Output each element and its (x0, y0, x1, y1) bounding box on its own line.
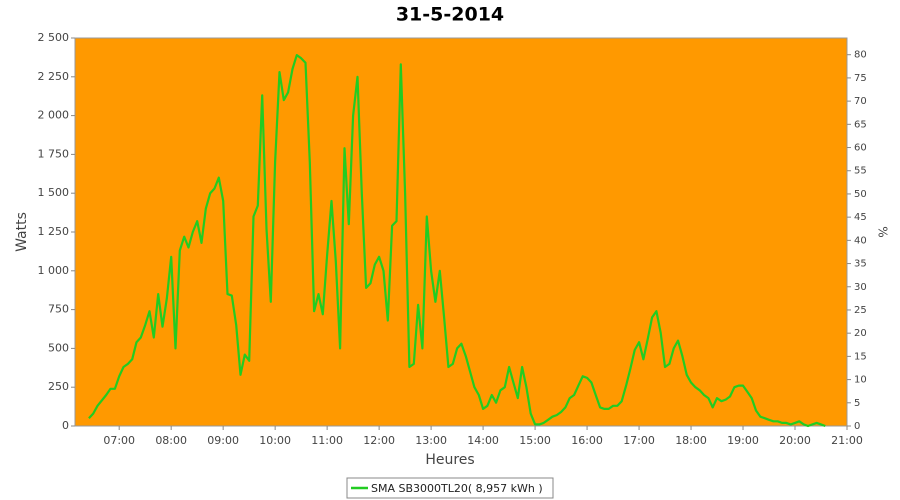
y-tick-label: 1 250 (38, 225, 70, 238)
y2-axis-label: % (876, 226, 890, 237)
x-tick-label: 19:00 (727, 434, 759, 447)
x-tick-label: 20:00 (779, 434, 811, 447)
y2-tick-label: 35 (854, 259, 867, 270)
y2-tick-label: 50 (854, 189, 867, 200)
legend-box (346, 477, 554, 499)
y-tick-label: 1 000 (38, 264, 70, 277)
x-tick-label: 12:00 (363, 434, 395, 447)
y2-tick-label: 55 (854, 166, 867, 177)
y-tick-label: 250 (48, 380, 69, 393)
x-tick-label: 09:00 (207, 434, 239, 447)
legend-label: SMA SB3000TL20( 8,957 kWh ) (371, 482, 543, 495)
y2-tick-label: 65 (854, 119, 867, 130)
y2-tick-label: 40 (854, 235, 867, 246)
y2-tick-label: 45 (854, 212, 867, 223)
y-tick-label: 2 250 (38, 70, 70, 83)
y-axis-label: Watts (14, 212, 30, 252)
y2-tick-label: 70 (854, 96, 867, 107)
y2-tick-label: 0 (854, 421, 860, 432)
x-tick-label: 10:00 (259, 434, 291, 447)
y2-tick-label: 5 (854, 398, 860, 409)
x-tick-label: 16:00 (571, 434, 603, 447)
y-tick-label: 750 (48, 303, 69, 316)
y-tick-label: 0 (62, 419, 69, 432)
x-tick-label: 07:00 (103, 434, 135, 447)
x-tick-label: 13:00 (415, 434, 447, 447)
y2-tick-label: 80 (854, 50, 867, 61)
x-axis-label: Heures (425, 452, 474, 468)
y2-tick-label: 20 (854, 328, 867, 339)
x-tick-label: 21:00 (831, 434, 863, 447)
y2-tick-label: 15 (854, 351, 867, 362)
y-tick-label: 2 500 (38, 31, 70, 44)
x-tick-label: 17:00 (623, 434, 655, 447)
x-tick-label: 18:00 (675, 434, 707, 447)
y2-tick-label: 10 (854, 375, 867, 386)
x-tick-label: 14:00 (467, 434, 499, 447)
chart-title: 31-5-2014 (396, 4, 504, 26)
x-tick-label: 11:00 (311, 434, 343, 447)
y-tick-label: 2 000 (38, 109, 70, 122)
y-tick-label: 1 750 (38, 147, 70, 160)
x-tick-label: 15:00 (519, 434, 551, 447)
y2-tick-label: 30 (854, 282, 867, 293)
y-tick-label: 1 500 (38, 186, 70, 199)
data-line (88, 53, 826, 428)
y-tick-label: 500 (48, 341, 69, 354)
y2-tick-label: 60 (854, 143, 867, 154)
plot-area (74, 37, 848, 427)
x-tick-label: 08:00 (155, 434, 187, 447)
y2-tick-label: 25 (854, 305, 867, 316)
y2-tick-label: 75 (854, 73, 867, 84)
